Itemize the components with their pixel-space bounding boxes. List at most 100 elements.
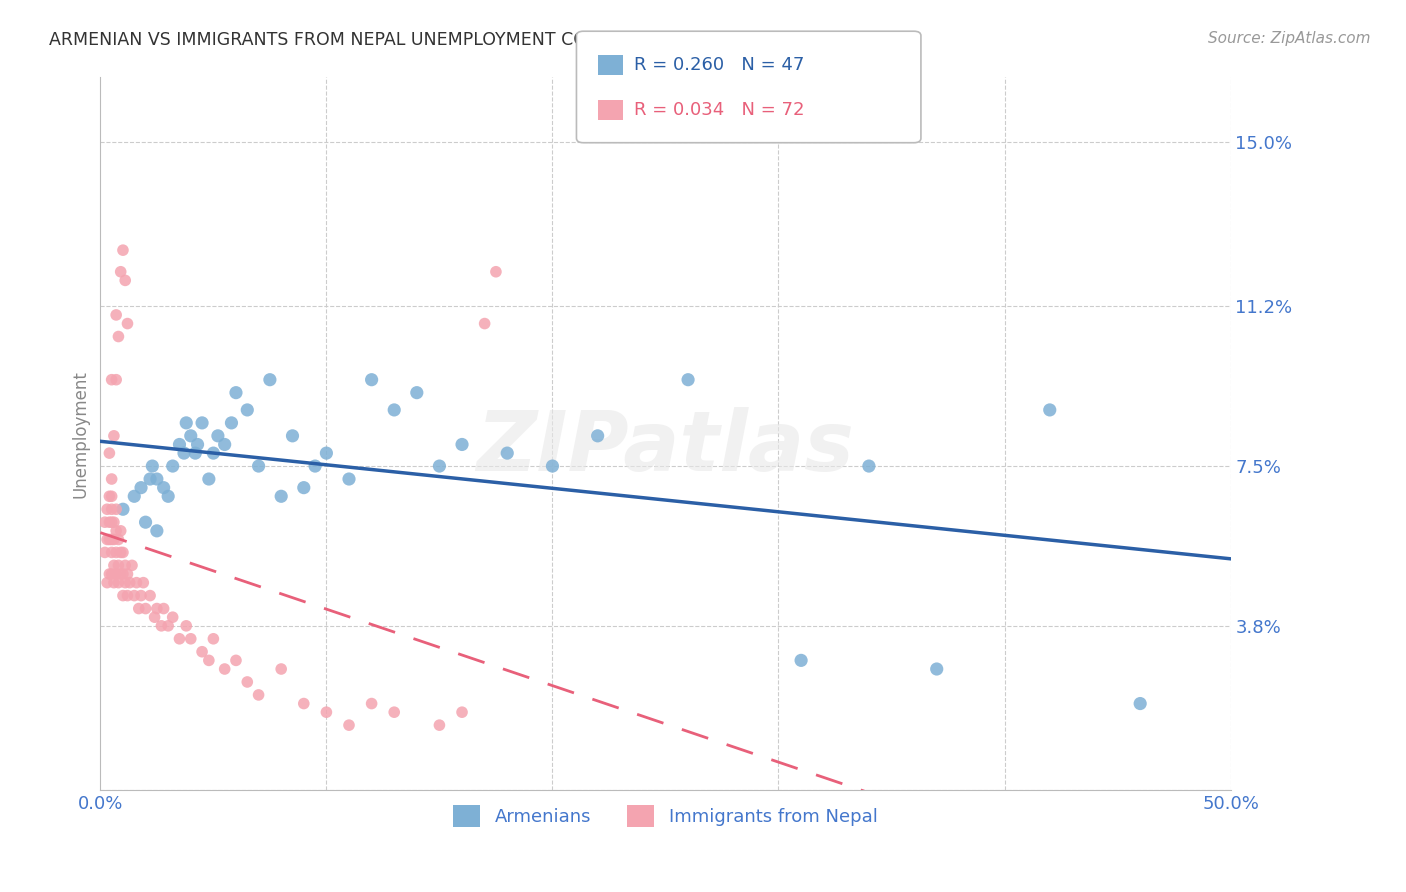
Point xyxy=(121,558,143,573)
Point xyxy=(111,567,134,582)
Point xyxy=(858,458,880,473)
Legend: Armenians, Immigrants from Nepal: Armenians, Immigrants from Nepal xyxy=(446,797,884,834)
Point xyxy=(110,545,132,559)
Point xyxy=(180,632,202,646)
Point xyxy=(129,481,152,495)
Point xyxy=(107,533,129,547)
Point xyxy=(174,416,197,430)
Point xyxy=(107,575,129,590)
Point xyxy=(100,472,122,486)
Point xyxy=(122,489,145,503)
Point xyxy=(139,589,162,603)
Point xyxy=(180,429,202,443)
Point xyxy=(173,446,195,460)
Point xyxy=(304,458,326,473)
Text: R = 0.034   N = 72: R = 0.034 N = 72 xyxy=(634,101,804,119)
Point xyxy=(111,589,134,603)
Point xyxy=(184,446,207,460)
Point xyxy=(214,437,236,451)
Point xyxy=(103,515,125,529)
Point xyxy=(146,524,169,538)
Point xyxy=(451,705,474,719)
Point xyxy=(169,632,191,646)
Point xyxy=(103,558,125,573)
Point xyxy=(98,567,121,582)
Point xyxy=(128,601,150,615)
Point xyxy=(100,545,122,559)
Point xyxy=(429,718,451,732)
Point xyxy=(202,446,225,460)
Point xyxy=(187,437,209,451)
Point xyxy=(110,567,132,582)
Point xyxy=(146,601,169,615)
Point xyxy=(152,481,174,495)
Point xyxy=(337,472,360,486)
Point xyxy=(247,688,270,702)
Point xyxy=(98,533,121,547)
Point xyxy=(111,545,134,559)
Point xyxy=(270,662,292,676)
Point xyxy=(118,575,141,590)
Point xyxy=(360,697,382,711)
Point xyxy=(107,329,129,343)
Text: ARMENIAN VS IMMIGRANTS FROM NEPAL UNEMPLOYMENT CORRELATION CHART: ARMENIAN VS IMMIGRANTS FROM NEPAL UNEMPL… xyxy=(49,31,749,49)
Point xyxy=(150,619,173,633)
Point xyxy=(360,373,382,387)
Point xyxy=(152,601,174,615)
Point xyxy=(105,373,128,387)
Point xyxy=(315,446,337,460)
Point xyxy=(98,446,121,460)
Point xyxy=(198,472,221,486)
Point xyxy=(169,437,191,451)
Point xyxy=(157,619,180,633)
Point xyxy=(100,533,122,547)
Point xyxy=(114,575,136,590)
Point xyxy=(122,589,145,603)
Point xyxy=(114,558,136,573)
Point xyxy=(292,481,315,495)
Point xyxy=(236,675,259,690)
Point xyxy=(107,558,129,573)
Point xyxy=(103,429,125,443)
Point xyxy=(676,373,699,387)
Point xyxy=(207,429,229,443)
Point xyxy=(105,524,128,538)
Point xyxy=(135,601,157,615)
Point xyxy=(117,567,139,582)
Point xyxy=(496,446,519,460)
Point xyxy=(236,403,259,417)
Point xyxy=(105,502,128,516)
Point xyxy=(790,653,813,667)
Point xyxy=(541,458,564,473)
Point xyxy=(105,545,128,559)
Point xyxy=(429,458,451,473)
Y-axis label: Unemployment: Unemployment xyxy=(72,370,89,498)
Point xyxy=(96,533,118,547)
Point xyxy=(94,545,117,559)
Point xyxy=(105,567,128,582)
Text: R = 0.260   N = 47: R = 0.260 N = 47 xyxy=(634,56,804,74)
Point xyxy=(1129,697,1152,711)
Point xyxy=(157,489,180,503)
Point xyxy=(474,317,496,331)
Point xyxy=(117,317,139,331)
Point xyxy=(214,662,236,676)
Point xyxy=(96,502,118,516)
Point xyxy=(382,403,405,417)
Point xyxy=(202,632,225,646)
Point xyxy=(405,385,427,400)
Point xyxy=(337,718,360,732)
Point xyxy=(143,610,166,624)
Point xyxy=(225,653,247,667)
Point xyxy=(100,502,122,516)
Point xyxy=(94,515,117,529)
Point xyxy=(132,575,155,590)
Point xyxy=(191,416,214,430)
Point xyxy=(259,373,281,387)
Point xyxy=(191,645,214,659)
Point xyxy=(139,472,162,486)
Point xyxy=(270,489,292,503)
Point xyxy=(162,458,184,473)
Point xyxy=(162,610,184,624)
Point xyxy=(110,524,132,538)
